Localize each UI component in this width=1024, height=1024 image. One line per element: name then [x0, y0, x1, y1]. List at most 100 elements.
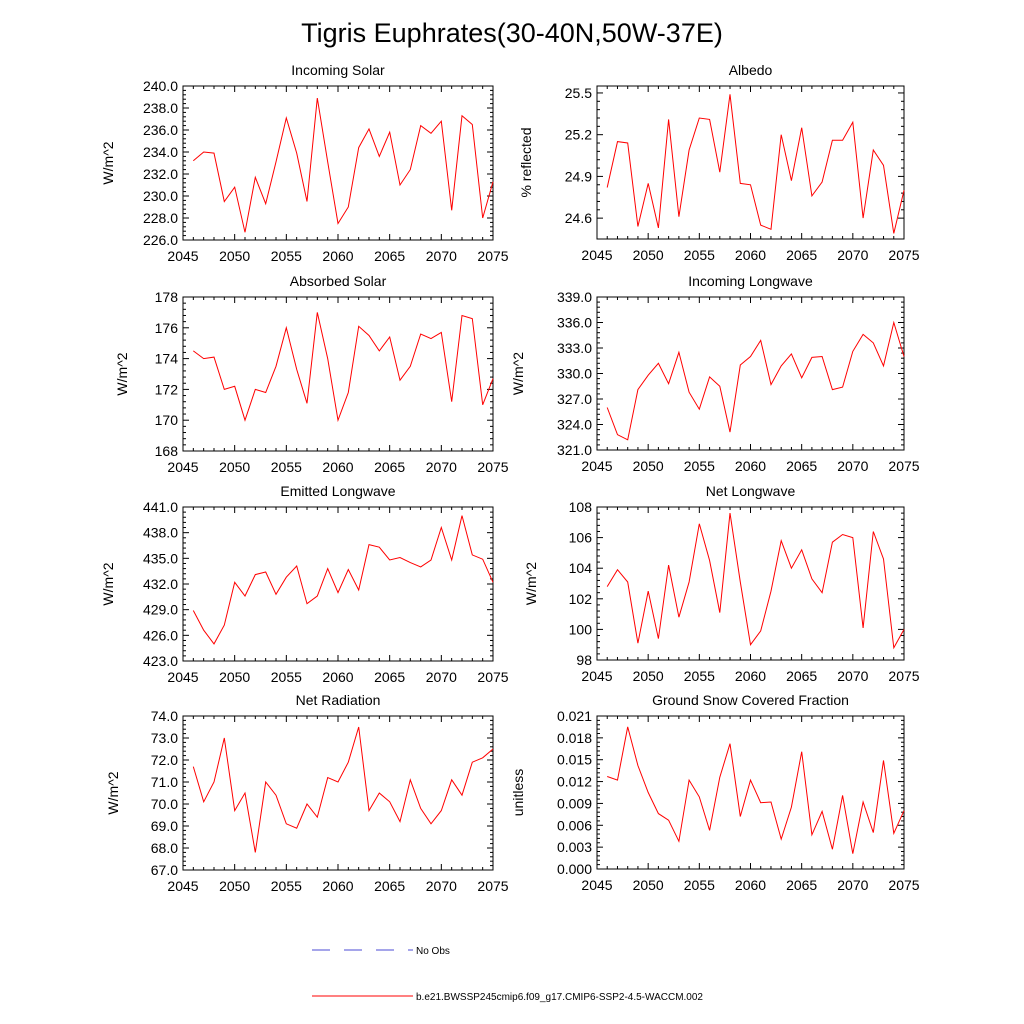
x-tick-label: 2055 [271, 878, 302, 894]
x-tick-label: 2055 [271, 248, 302, 264]
panel-title: Absorbed Solar [290, 273, 387, 289]
y-tick-label: 0.021 [557, 708, 592, 724]
series-line [606, 513, 905, 650]
y-tick-label: 336.0 [557, 315, 592, 331]
y-axis-label: W/m^2 [510, 352, 526, 395]
y-tick-label: 236.0 [143, 122, 178, 138]
panels-group: Incoming Solar W/m^2 2045 2050 2055 2060 2065 2… [100, 62, 920, 894]
panel-title: Incoming Solar [291, 62, 385, 78]
x-tick-label: 2075 [888, 877, 919, 893]
x-tick-label: 2045 [581, 247, 612, 263]
y-tick-label: 321.0 [557, 442, 592, 458]
y-axis-label: unitless [510, 769, 526, 816]
legend-model-label: b.e21.BWSSP245cmip6.f09_g17.CMIP6-SSP2-4… [416, 992, 703, 1003]
x-tick-label: 2075 [477, 878, 508, 894]
y-tick-label: 426.0 [143, 627, 178, 643]
y-tick-label: 228.0 [143, 210, 178, 226]
x-tick-label: 2060 [322, 878, 353, 894]
plot-frame [596, 85, 905, 240]
y-tick-label: 333.0 [557, 340, 592, 356]
y-tick-label: 108 [569, 499, 593, 515]
panel-7: Ground Snow Covered Fraction unitless 2045… [510, 692, 920, 893]
series-line [193, 312, 494, 423]
y-tick-label: 24.6 [565, 210, 592, 226]
y-tick-label: 0.000 [557, 861, 592, 877]
x-tick-label: 2065 [374, 878, 405, 894]
x-tick-label: 2045 [167, 248, 198, 264]
x-tick-label: 2060 [322, 669, 353, 685]
y-tick-label: 226.0 [143, 232, 178, 248]
x-tick-label: 2050 [219, 669, 250, 685]
plot-frame [182, 506, 494, 662]
x-tick-label: 2070 [426, 669, 457, 685]
y-tick-label: 168 [155, 443, 179, 459]
panel-6: Net Radiation W/m^2 2045 2050 2055 2060 2065 20… [105, 692, 509, 894]
series-line [192, 726, 494, 853]
x-tick-label: 2065 [374, 248, 405, 264]
y-axis-label: W/m^2 [100, 141, 116, 184]
y-tick-label: 429.0 [143, 602, 178, 618]
x-tick-label: 2065 [374, 669, 405, 685]
panel-3: Incoming Longwave W/m^2 2045 2050 2055 2060 20… [510, 273, 920, 474]
x-tick-label: 2075 [477, 669, 508, 685]
x-tick-label: 2055 [271, 669, 302, 685]
x-tick-label: 2060 [735, 247, 766, 263]
x-tick-label: 2050 [219, 878, 250, 894]
x-tick-label: 2045 [167, 669, 198, 685]
x-tick-label: 2065 [786, 877, 817, 893]
y-tick-label: 327.0 [557, 391, 592, 407]
x-tick-label: 2050 [219, 248, 250, 264]
panel-2: Absorbed Solar W/m^2 2045 2050 2055 2060 2065 2… [114, 273, 509, 475]
x-tick-label: 2065 [786, 247, 817, 263]
y-tick-label: 234.0 [143, 144, 178, 160]
x-tick-label: 2075 [888, 668, 919, 684]
x-tick-label: 2075 [888, 247, 919, 263]
y-tick-label: 435.0 [143, 550, 178, 566]
x-tick-label: 2075 [888, 458, 919, 474]
y-tick-label: 102 [569, 591, 593, 607]
series-line [606, 320, 905, 441]
y-tick-label: 432.0 [143, 576, 178, 592]
legend-obs-label: No Obs [416, 946, 450, 957]
x-tick-label: 2075 [477, 459, 508, 475]
y-tick-label: 230.0 [143, 188, 178, 204]
plot-frame [596, 296, 905, 451]
x-tick-label: 2060 [735, 458, 766, 474]
x-tick-label: 2050 [633, 877, 664, 893]
x-tick-label: 2060 [735, 668, 766, 684]
panel-title: Net Longwave [706, 483, 796, 499]
panel-title: Albedo [729, 62, 773, 78]
x-tick-label: 2060 [322, 459, 353, 475]
y-tick-label: 67.0 [151, 862, 178, 878]
panel-5: Net Longwave W/m^2 2045 2050 2055 2060 2065 207… [523, 483, 920, 684]
figure-title: Tigris Euphrates(30-40N,50W-37E) [301, 18, 723, 48]
y-tick-label: 68.0 [151, 840, 178, 856]
x-tick-label: 2065 [374, 459, 405, 475]
y-tick-label: 0.015 [557, 752, 592, 768]
x-tick-label: 2045 [167, 459, 198, 475]
y-tick-label: 25.5 [565, 85, 592, 101]
x-tick-label: 2070 [426, 878, 457, 894]
y-tick-label: 0.003 [557, 839, 592, 855]
y-tick-label: 70.0 [151, 796, 178, 812]
y-tick-label: 441.0 [143, 499, 178, 515]
x-tick-label: 2050 [219, 459, 250, 475]
plot-frame [182, 715, 494, 871]
y-tick-label: 438.0 [143, 525, 178, 541]
x-tick-label: 2070 [837, 247, 868, 263]
x-tick-label: 2075 [477, 248, 508, 264]
x-tick-label: 2055 [684, 458, 715, 474]
y-tick-label: 174 [155, 351, 179, 367]
x-tick-label: 2055 [684, 668, 715, 684]
x-tick-label: 2055 [684, 247, 715, 263]
x-tick-label: 2065 [786, 458, 817, 474]
y-tick-label: 69.0 [151, 818, 178, 834]
x-tick-label: 2070 [426, 248, 457, 264]
y-tick-label: 71.0 [151, 774, 178, 790]
x-tick-label: 2045 [167, 878, 198, 894]
y-tick-label: 240.0 [143, 78, 178, 94]
x-tick-label: 2055 [684, 877, 715, 893]
y-tick-label: 423.0 [143, 653, 178, 669]
panel-4: Emitted Longwave W/m^2 2045 2050 2055 2060 206… [100, 483, 509, 685]
